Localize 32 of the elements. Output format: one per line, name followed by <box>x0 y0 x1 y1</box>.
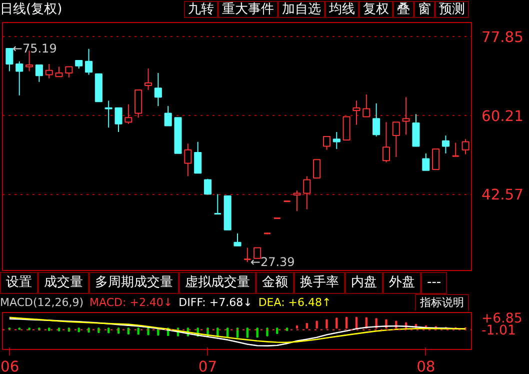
x-tick-label: 06 <box>0 358 20 374</box>
text: 重大事件 <box>218 0 278 18</box>
text: 九转 <box>184 0 218 18</box>
annotation: ←75.19 <box>12 41 57 56</box>
annotation: ←27.39 <box>250 255 295 270</box>
text: 成交量 <box>38 272 89 294</box>
chart-title: 日线(复权) <box>0 0 62 19</box>
text: --- <box>421 272 448 294</box>
text: 多周期成交量 <box>89 272 179 294</box>
text: 设置 <box>0 272 38 294</box>
text: 虚拟成交量 <box>179 272 256 294</box>
text: MACD: +2.40↓ <box>90 295 173 311</box>
y-tick-label: -1.01 <box>482 324 516 339</box>
text: DIFF: +7.68↓ <box>178 295 252 311</box>
text: 窗 <box>414 0 435 18</box>
text: 预测 <box>435 0 469 18</box>
text: 复权 <box>359 0 393 18</box>
y-tick-label: 77.85 <box>482 29 524 46</box>
text: DEA: +6.48↑ <box>258 295 332 311</box>
text: 均线 <box>325 0 359 18</box>
text: 外盘 <box>383 272 421 294</box>
chart-title: MACD(12,26,9) <box>0 295 84 311</box>
text: 加自选 <box>278 0 325 18</box>
text: 换手率 <box>294 272 345 294</box>
text: 内盘 <box>345 272 383 294</box>
y-tick-label: 60.21 <box>482 108 524 125</box>
text: 指标说明 <box>415 294 469 312</box>
y-tick-label: 42.57 <box>482 186 524 204</box>
text: 金额 <box>256 272 294 294</box>
x-tick-label: 08 <box>416 358 436 374</box>
x-tick-label: 07 <box>198 358 218 374</box>
text: 叠 <box>393 0 414 18</box>
